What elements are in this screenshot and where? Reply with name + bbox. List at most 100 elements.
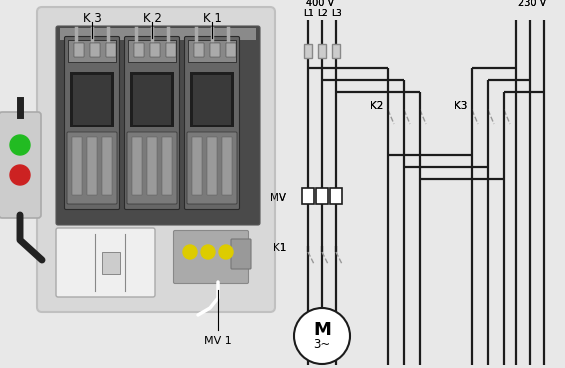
Bar bbox=[222, 137, 232, 195]
Bar bbox=[132, 137, 142, 195]
FancyBboxPatch shape bbox=[231, 239, 251, 269]
Bar bbox=[87, 137, 97, 195]
Bar bbox=[132, 137, 142, 195]
Text: K2: K2 bbox=[370, 101, 383, 111]
Bar bbox=[194, 43, 204, 57]
Text: K 3: K 3 bbox=[82, 11, 101, 25]
FancyBboxPatch shape bbox=[56, 228, 155, 297]
Bar bbox=[302, 188, 314, 204]
Bar bbox=[90, 43, 100, 57]
Bar bbox=[207, 137, 217, 195]
Text: K 1: K 1 bbox=[203, 11, 221, 25]
Bar bbox=[150, 43, 160, 57]
Circle shape bbox=[10, 135, 30, 155]
Text: 400 V: 400 V bbox=[306, 0, 334, 8]
Text: 230 V: 230 V bbox=[518, 0, 546, 8]
Circle shape bbox=[10, 135, 30, 155]
Bar bbox=[68, 40, 116, 62]
Bar bbox=[194, 43, 204, 57]
Text: K1: K1 bbox=[273, 243, 286, 253]
FancyBboxPatch shape bbox=[173, 230, 249, 283]
Text: MV 1: MV 1 bbox=[204, 336, 232, 346]
Text: 230 V: 230 V bbox=[518, 0, 546, 8]
Bar bbox=[74, 43, 84, 57]
Text: M: M bbox=[313, 321, 331, 339]
Bar bbox=[190, 72, 234, 127]
Bar bbox=[130, 72, 174, 127]
Bar bbox=[60, 28, 256, 40]
Bar bbox=[162, 137, 172, 195]
Circle shape bbox=[201, 245, 215, 259]
Text: K 1: K 1 bbox=[203, 11, 221, 25]
Circle shape bbox=[219, 245, 233, 259]
Bar bbox=[332, 44, 340, 58]
FancyBboxPatch shape bbox=[187, 132, 237, 204]
Text: K 2: K 2 bbox=[142, 11, 162, 25]
FancyBboxPatch shape bbox=[56, 228, 155, 297]
Bar bbox=[73, 75, 111, 125]
FancyBboxPatch shape bbox=[185, 36, 240, 209]
FancyBboxPatch shape bbox=[0, 112, 41, 218]
Bar bbox=[72, 137, 82, 195]
FancyBboxPatch shape bbox=[67, 132, 117, 204]
FancyBboxPatch shape bbox=[231, 239, 251, 269]
Bar bbox=[210, 43, 220, 57]
Text: L2: L2 bbox=[317, 9, 327, 18]
Bar bbox=[162, 137, 172, 195]
Bar bbox=[106, 43, 116, 57]
Text: 400 V: 400 V bbox=[306, 0, 334, 8]
Circle shape bbox=[183, 245, 197, 259]
Text: K2: K2 bbox=[370, 101, 383, 111]
Bar bbox=[87, 137, 97, 195]
FancyBboxPatch shape bbox=[64, 36, 120, 209]
Bar bbox=[193, 75, 231, 125]
Bar bbox=[166, 43, 176, 57]
Bar bbox=[133, 75, 171, 125]
Bar bbox=[68, 40, 116, 62]
FancyBboxPatch shape bbox=[37, 7, 275, 312]
Bar bbox=[318, 44, 326, 58]
Bar bbox=[226, 43, 236, 57]
FancyBboxPatch shape bbox=[56, 26, 260, 225]
Bar bbox=[207, 137, 217, 195]
Bar bbox=[0, 0, 280, 368]
FancyBboxPatch shape bbox=[0, 112, 41, 218]
Text: MV: MV bbox=[270, 193, 286, 203]
Bar bbox=[166, 43, 176, 57]
FancyBboxPatch shape bbox=[56, 26, 260, 225]
Text: K1: K1 bbox=[273, 243, 286, 253]
Bar bbox=[192, 137, 202, 195]
Bar bbox=[188, 40, 236, 62]
Bar bbox=[134, 43, 144, 57]
Bar bbox=[147, 137, 157, 195]
Bar bbox=[106, 43, 116, 57]
Text: MV: MV bbox=[270, 193, 286, 203]
Text: L2: L2 bbox=[317, 9, 327, 18]
Bar bbox=[222, 137, 232, 195]
FancyBboxPatch shape bbox=[173, 230, 249, 283]
FancyBboxPatch shape bbox=[64, 36, 120, 209]
Text: K3: K3 bbox=[454, 101, 467, 111]
Text: 3~: 3~ bbox=[314, 339, 331, 351]
Bar bbox=[188, 40, 236, 62]
FancyBboxPatch shape bbox=[124, 36, 180, 209]
Bar bbox=[72, 137, 82, 195]
Circle shape bbox=[10, 165, 30, 185]
Bar bbox=[190, 72, 234, 127]
Circle shape bbox=[183, 245, 197, 259]
Text: K3: K3 bbox=[454, 101, 467, 111]
Bar bbox=[330, 188, 342, 204]
Bar bbox=[102, 137, 112, 195]
FancyBboxPatch shape bbox=[124, 36, 180, 209]
Bar bbox=[130, 72, 174, 127]
Bar bbox=[128, 40, 176, 62]
Text: L3: L3 bbox=[331, 9, 341, 18]
Bar bbox=[60, 28, 256, 40]
Bar bbox=[133, 75, 171, 125]
Text: L1: L1 bbox=[303, 9, 314, 18]
Bar bbox=[128, 40, 176, 62]
Text: K 2: K 2 bbox=[142, 11, 162, 25]
Bar bbox=[134, 43, 144, 57]
Circle shape bbox=[201, 245, 215, 259]
Bar bbox=[73, 75, 111, 125]
